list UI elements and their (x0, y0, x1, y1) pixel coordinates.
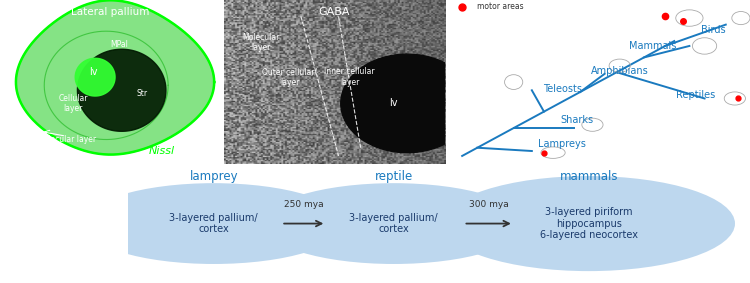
Text: lv: lv (88, 67, 98, 77)
Circle shape (340, 54, 473, 153)
Polygon shape (77, 49, 166, 131)
Text: 300 mya: 300 mya (470, 200, 509, 209)
Text: MPal: MPal (110, 40, 128, 49)
Text: Birds: Birds (701, 25, 726, 35)
Text: 3-layered piriform
hippocampus
6-layered neocortex: 3-layered piriform hippocampus 6-layered… (540, 207, 638, 240)
Text: 250 mya: 250 mya (284, 200, 323, 209)
Text: GABA: GABA (318, 7, 350, 17)
Polygon shape (75, 58, 115, 96)
Text: 3-layered pallium/
cortex: 3-layered pallium/ cortex (350, 213, 438, 234)
Text: motor areas: motor areas (477, 2, 524, 11)
Text: mammals: mammals (560, 170, 618, 183)
Ellipse shape (82, 183, 345, 264)
Text: Molecular layer: Molecular layer (37, 135, 96, 144)
Text: Teleosts: Teleosts (543, 84, 582, 94)
Text: Lateral pallium: Lateral pallium (71, 7, 150, 17)
Ellipse shape (262, 183, 525, 264)
Text: lamprey: lamprey (190, 170, 238, 183)
Text: Outer cellular/
layer: Outer cellular/ layer (262, 67, 317, 87)
Text: lv: lv (389, 98, 398, 108)
Text: Str: Str (136, 89, 147, 98)
Text: Reptiles: Reptiles (676, 90, 715, 100)
Text: Molecular
layer: Molecular layer (242, 33, 280, 52)
Text: Lampreys: Lampreys (538, 140, 586, 149)
Text: Nissl: Nissl (148, 146, 175, 156)
Text: Inner cellular
layer: Inner cellular layer (324, 67, 375, 87)
Polygon shape (16, 0, 214, 155)
Text: Sharks: Sharks (561, 115, 594, 125)
Text: 3-layered pallium/
cortex: 3-layered pallium/ cortex (170, 213, 258, 234)
Text: Amphibians: Amphibians (591, 66, 649, 76)
Ellipse shape (442, 176, 735, 271)
Text: reptile: reptile (375, 170, 413, 183)
Text: Cellular
layer: Cellular layer (58, 94, 88, 113)
Text: Mammals: Mammals (629, 41, 676, 51)
